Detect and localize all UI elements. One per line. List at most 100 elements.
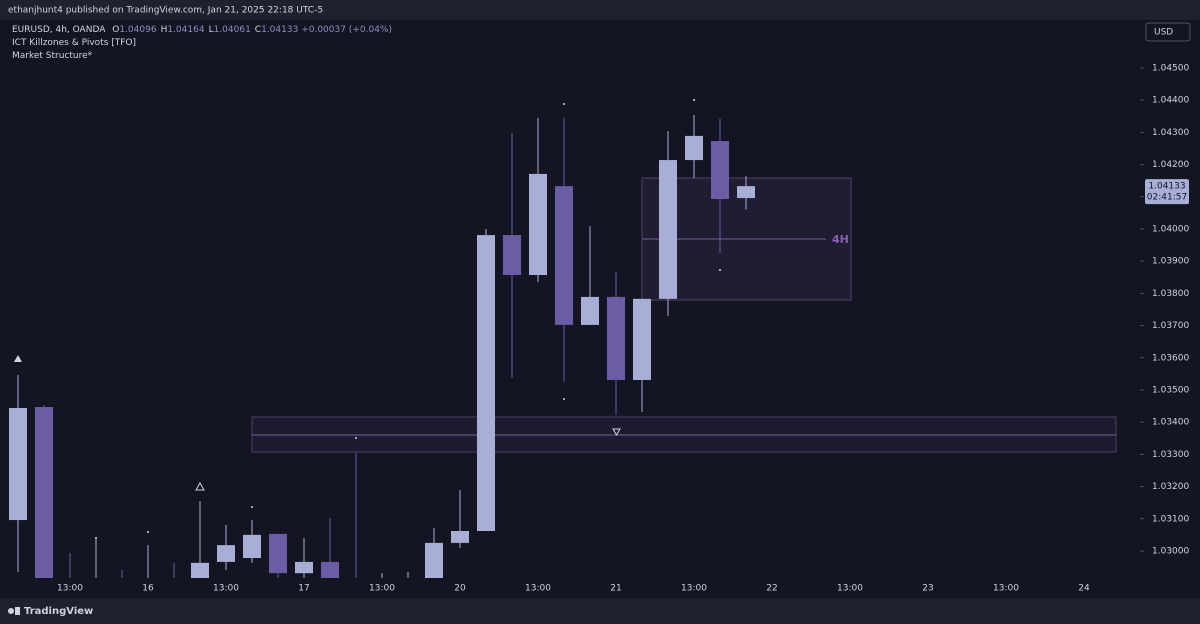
pivot-triangle — [14, 355, 22, 362]
logo-text: TradingView — [24, 606, 93, 617]
pivot-triangle — [612, 428, 621, 436]
candle-body — [477, 235, 495, 531]
x-tick-label: 13:00 — [837, 584, 863, 594]
ohlc-value: 1.04133 — [261, 25, 299, 35]
logo-icon — [15, 607, 20, 615]
y-tick-label: 1.04200 — [1152, 160, 1189, 170]
y-tick-label: 1.04400 — [1152, 96, 1189, 106]
indicator: ICT Killzones & Pivots [TFO] — [12, 38, 137, 48]
y-tick-label: 1.03600 — [1152, 353, 1189, 363]
candle-body — [217, 545, 235, 562]
candle-body — [581, 296, 599, 325]
candle-body — [607, 296, 625, 380]
candle-body — [295, 561, 313, 574]
pivot-dot — [693, 99, 695, 101]
x-tick-label: 13:00 — [369, 584, 395, 594]
y-tick-label: 1.03700 — [1152, 321, 1189, 331]
candle-body — [711, 141, 729, 200]
candle-body — [425, 542, 443, 578]
candle-body — [451, 530, 469, 543]
ohlc-key: O — [112, 25, 120, 35]
candle-body — [243, 534, 261, 559]
pivot-markers — [14, 99, 721, 539]
y-tick-label: 1.03800 — [1152, 289, 1189, 299]
candle-body — [87, 583, 105, 586]
ohlc-value: 1.04164 — [167, 25, 205, 35]
legend-row: EURUSD, 4h, OANDA O1.04096 H1.04164 L1.040… — [12, 24, 392, 37]
y-tick-label: 1.03000 — [1152, 546, 1189, 556]
candle-body — [633, 298, 651, 380]
x-tick-label: 13:00 — [57, 584, 83, 594]
logo-icon — [8, 608, 14, 614]
x-tick-label: 17 — [298, 584, 309, 594]
x-tick-label: 20 — [454, 584, 466, 594]
candle-body — [399, 583, 417, 586]
x-tick-label: 16 — [142, 584, 154, 594]
countdown: 02:41:57 — [1147, 193, 1187, 203]
candle-body — [685, 135, 703, 161]
last-price-box — [1145, 179, 1189, 205]
x-tick-label: 21 — [610, 584, 621, 594]
candle-body — [347, 583, 365, 586]
ohlc-key: H — [160, 25, 168, 35]
candle-body — [113, 583, 131, 586]
footer-bar — [0, 598, 1200, 624]
pivot-dot — [719, 269, 721, 271]
candle-body — [529, 173, 547, 276]
candle-body — [659, 160, 677, 299]
axes: 1.03000 1.03100 1.03200 1.03300 1.03400 1.035… — [57, 63, 1189, 593]
y-tick-label: 1.04500 — [1152, 63, 1189, 73]
y-tick-label: 1.03500 — [1152, 385, 1189, 395]
last-price-label: 1.04133 — [1148, 182, 1185, 192]
ohlc-value: 1.04096 — [119, 25, 157, 35]
footer-logo: TradingView — [8, 606, 93, 617]
candle-body — [737, 186, 755, 199]
x-tick-label: 24 — [1078, 584, 1090, 594]
x-tick-label: 22 — [766, 584, 777, 594]
legend: EURUSD, 4h, OANDA O1.04096 H1.04164 L1.040… — [12, 24, 392, 63]
attribution: ethanjhunt4 published on TradingView.com… — [8, 6, 323, 16]
candle-body — [503, 235, 521, 276]
pivot-dot — [563, 103, 565, 105]
y-tick-label: 1.03100 — [1152, 514, 1189, 524]
pivot-dot — [251, 506, 253, 508]
candles — [9, 114, 755, 586]
pivot-dot — [95, 537, 97, 539]
symbol: EURUSD, 4h, OANDA — [12, 25, 106, 35]
ohlc-key: L — [208, 25, 214, 35]
ohlc-value: 1.04061 — [213, 25, 251, 35]
indicator: Market Structure* — [12, 51, 93, 61]
ohlc: O1.04096 H1.04164 L1.04061 C1.04133 — [108, 25, 298, 35]
candle-body — [269, 533, 287, 574]
ohlc-key: C — [254, 25, 262, 35]
currency-label[interactable]: USD — [1154, 28, 1173, 38]
change: +0.00037 (+0.04%) — [301, 25, 392, 35]
zones: 4H — [251, 177, 1117, 453]
x-tick-label: 13:00 — [213, 584, 239, 594]
y-tick-label: 1.03400 — [1152, 418, 1189, 428]
zone-label: 4H — [832, 233, 849, 246]
pivot-dot — [355, 437, 357, 439]
candle-body — [191, 562, 209, 578]
x-tick-label: 23 — [922, 584, 933, 594]
candle-body — [555, 186, 573, 325]
candle-body — [165, 583, 183, 586]
y-tick-label: 1.04300 — [1152, 128, 1189, 138]
candle-body — [9, 407, 27, 521]
currency-button[interactable] — [1145, 22, 1191, 42]
y-tick-label: 1.03200 — [1152, 482, 1189, 492]
pivot-dot — [563, 398, 565, 400]
x-tick-label: 13:00 — [525, 584, 551, 594]
y-tick-label: 1.03900 — [1152, 257, 1189, 267]
candle-body — [35, 407, 53, 578]
pivot-triangle — [195, 481, 205, 491]
top-bar — [0, 0, 1200, 20]
y-tick-label: 1.03300 — [1152, 450, 1189, 460]
x-tick-label: 13:00 — [993, 584, 1019, 594]
pivot-dot — [147, 531, 149, 533]
y-tick-label: 1.04000 — [1152, 224, 1189, 234]
candle-body — [321, 561, 339, 578]
x-tick-label: 13:00 — [681, 584, 707, 594]
